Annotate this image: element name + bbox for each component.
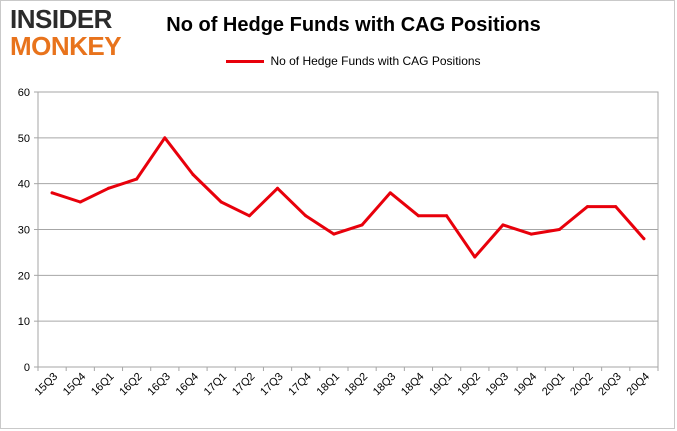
x-tick-label: 19Q2 [455,371,483,399]
y-tick-label: 60 [18,87,30,99]
data-point [529,232,533,236]
y-tick-label: 0 [24,362,30,374]
y-tick-label: 20 [18,270,30,282]
data-point [50,191,54,195]
data-point [416,214,420,218]
x-tick-label: 17Q1 [202,371,230,399]
data-point [614,205,618,209]
x-tick-label: 18Q2 [343,371,371,399]
data-point [332,232,336,236]
y-tick-label: 30 [18,225,30,237]
series-line [50,136,646,259]
y-tick-label: 40 [18,179,30,191]
x-tick-label: 19Q4 [512,371,540,399]
x-tick-label: 20Q4 [625,371,653,399]
legend-swatch [226,59,265,63]
data-point [78,200,82,204]
y-tick-label: 10 [18,316,30,328]
x-tick-label: 16Q3 [145,371,173,399]
logo-text-top: INSIDER [10,4,112,34]
data-point [191,173,195,176]
x-tick-label: 17Q4 [286,371,314,399]
chart-title: No of Hedge Funds with CAG Positions [166,14,541,36]
data-point [247,214,251,218]
x-tick-label: 15Q4 [61,371,89,399]
data-point [135,177,139,181]
x-tick-label: 17Q2 [230,371,258,399]
data-point [276,186,280,190]
data-point [586,205,590,209]
data-point [360,223,364,227]
x-tick-label: 16Q1 [89,371,117,399]
data-point [388,191,392,195]
data-point [219,200,223,204]
x-tick-label: 19Q3 [484,371,512,399]
x-tick-label: 18Q1 [315,371,343,399]
x-tick-label: 19Q1 [427,371,455,399]
x-tick-label: 17Q3 [258,371,286,399]
x-tick-label: 20Q1 [540,371,568,399]
data-point [642,237,646,241]
data-point [163,136,167,140]
x-tick-label: 15Q3 [33,371,61,399]
chart-legend: No of Hedge Funds with CAG Positions [0,54,677,68]
data-point [106,186,110,190]
x-tick-label: 20Q3 [596,371,624,399]
x-tick-label: 20Q2 [568,371,596,399]
data-point [473,255,477,259]
x-tick-label: 16Q4 [174,371,202,399]
data-point [501,223,505,227]
insider-monkey-logo: INSIDER MONKEY [10,6,130,59]
data-point [445,214,449,218]
legend-label: No of Hedge Funds with CAG Positions [270,54,481,68]
x-tick-label: 16Q2 [117,371,145,399]
data-point [304,214,308,218]
x-tick-label: 18Q4 [399,371,427,399]
data-point [557,228,561,231]
x-tick-label: 18Q3 [371,371,399,399]
logo-text-bottom: MONKEY [10,31,122,61]
y-tick-label: 50 [18,133,30,145]
